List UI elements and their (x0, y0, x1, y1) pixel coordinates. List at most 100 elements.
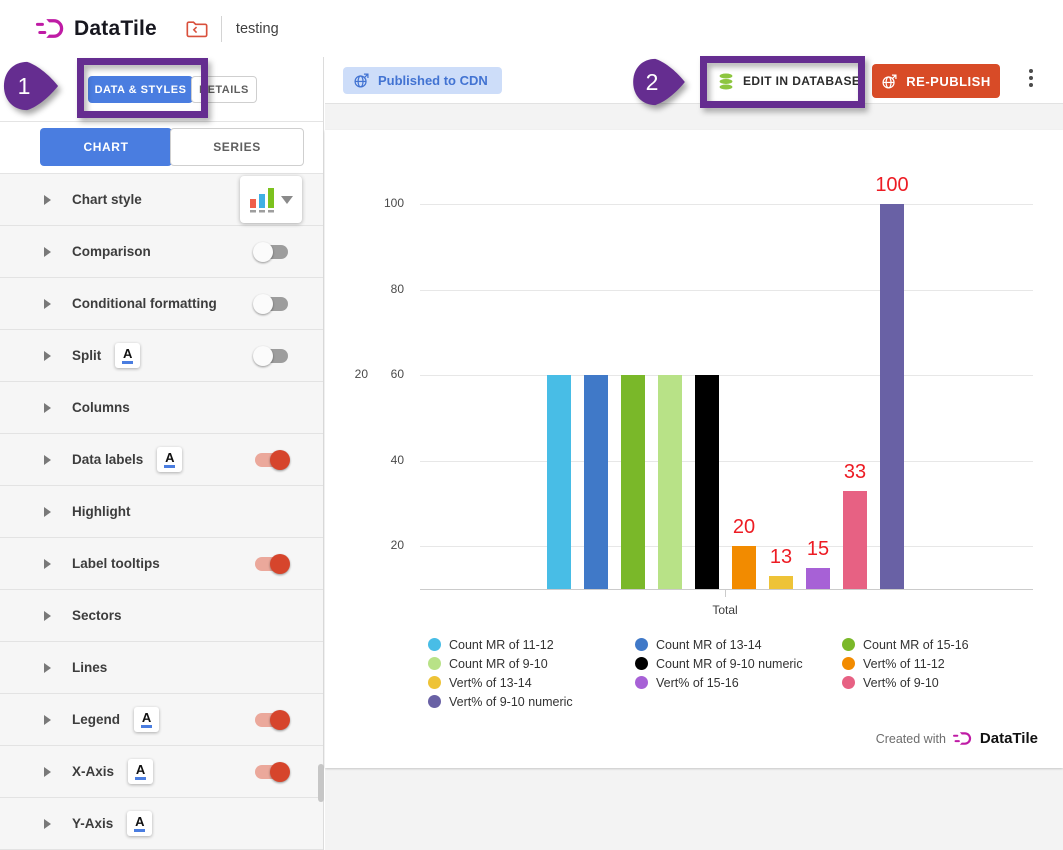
sidebar-scrollbar[interactable] (318, 764, 324, 802)
tab-data-and-styles[interactable]: DATA & STYLES (88, 76, 193, 103)
legend-item-count-mr-of-9-10: Count MR of 9-10 (428, 654, 635, 673)
legend-swatch (842, 676, 855, 689)
y-axis-tick-label: 60 (390, 367, 404, 381)
chevron-right-icon[interactable] (44, 714, 51, 725)
bar-count-mr-of-9-10[interactable] (658, 375, 682, 589)
chart-legend: Count MR of 11-12 Count MR of 13-14 Count … (428, 635, 1063, 711)
sidebar-item-label: Conditional formatting (72, 296, 217, 311)
created-with-label: Created with (875, 731, 946, 746)
published-to-cdn-badge: Published to CDN (343, 67, 502, 94)
toggle-comparison-off[interactable] (253, 241, 290, 262)
folder-back-icon[interactable] (185, 19, 209, 39)
sidebar-item-lines[interactable]: Lines (0, 642, 323, 694)
subtab-chart[interactable]: CHART (40, 128, 172, 166)
bar-vert-of-11-12[interactable] (732, 546, 756, 589)
kebab-menu-icon[interactable] (1023, 69, 1039, 93)
legend-swatch (842, 657, 855, 670)
triangle-down-icon (280, 195, 293, 204)
sidebar-item-label: Lines (72, 660, 108, 675)
tab-details[interactable]: DETAILS (191, 76, 257, 103)
sidebar-item-label-tooltips[interactable]: Label tooltips (0, 538, 323, 590)
legend-label: Count MR of 13-14 (656, 637, 762, 652)
chevron-right-icon[interactable] (44, 350, 51, 361)
annotation-number-2: 2 (645, 68, 659, 95)
chevron-right-icon[interactable] (44, 454, 51, 465)
legend-item-count-mr-of-15-16: Count MR of 15-16 (842, 635, 1049, 654)
legend-swatch (428, 695, 441, 708)
chart-style-picker[interactable] (240, 176, 302, 223)
sidebar-item-highlight[interactable]: Highlight (0, 486, 323, 538)
bar-count-mr-of-15-16[interactable] (621, 375, 645, 589)
breadcrumb[interactable]: testing (235, 20, 279, 37)
sidebar-item-label: Columns (72, 400, 130, 415)
chevron-right-icon[interactable] (44, 766, 51, 777)
chevron-right-icon[interactable] (44, 558, 51, 569)
sidebar-item-legend[interactable]: Legend A (0, 694, 323, 746)
app-header: DataTile testing (0, 0, 1063, 57)
secondary-y-axis-tick-label: 20 (354, 367, 368, 381)
toggle-x-axis-on[interactable] (253, 761, 290, 782)
gridline (420, 461, 1033, 462)
sidebar-item-columns[interactable]: Columns (0, 382, 323, 434)
legend-swatch (428, 676, 441, 689)
edit-in-database-button[interactable]: EDIT IN DATABASE (718, 68, 861, 94)
chevron-right-icon[interactable] (44, 506, 51, 517)
data-label-vert-of-9-10: 33 (843, 461, 867, 483)
format-text-icon[interactable]: A (157, 447, 183, 472)
toggle-split-off[interactable] (253, 345, 290, 366)
sidebar-item-data-labels[interactable]: Data labels A (0, 434, 323, 486)
chart-card: 20 40 60 80 100 20 Total 20 13 15 33 100 Count MR o… (325, 130, 1063, 768)
legend-item-vert-of-15-16: Vert% of 15-16 (635, 673, 842, 692)
sidebar-item-split[interactable]: Split A (0, 330, 323, 382)
chevron-right-icon[interactable] (44, 610, 51, 621)
subtab-series[interactable]: SERIES (170, 128, 304, 166)
toggle-legend-on[interactable] (253, 709, 290, 730)
bar-chart-style-icon (249, 188, 274, 213)
bar-vert-of-9-10[interactable] (843, 491, 867, 589)
sidebar-item-label: Chart style (72, 192, 142, 207)
brand-logo[interactable]: DataTile (35, 17, 157, 41)
gridline (420, 546, 1033, 547)
format-text-icon[interactable]: A (128, 759, 154, 784)
toggle-label-tooltips-on[interactable] (253, 553, 290, 574)
gridline (420, 375, 1033, 376)
gridline (420, 290, 1033, 291)
chevron-right-icon[interactable] (44, 298, 51, 309)
legend-item-vert-of-9-10: Vert% of 9-10 (842, 673, 1049, 692)
legend-label: Vert% of 9-10 (863, 675, 939, 690)
bar-count-mr-of-13-14[interactable] (584, 375, 608, 589)
chevron-right-icon[interactable] (44, 194, 51, 205)
bar-vert-of-15-16[interactable] (806, 568, 830, 589)
bar-count-mr-of-9-10-numeric[interactable] (695, 375, 719, 589)
sidebar-item-conditional-formatting[interactable]: Conditional formatting (0, 278, 323, 330)
toggle-conditional-formatting-off[interactable] (253, 293, 290, 314)
sidebar-item-label: Label tooltips (72, 556, 160, 571)
sidebar-item-sectors[interactable]: Sectors (0, 590, 323, 642)
datatile-logo-icon (952, 732, 972, 745)
legend-label: Count MR of 9-10 numeric (656, 656, 803, 671)
sidebar-item-comparison[interactable]: Comparison (0, 226, 323, 278)
bar-vert-of-9-10-numeric[interactable] (880, 204, 904, 589)
bar-count-mr-of-11-12[interactable] (547, 375, 571, 589)
annotation-number-1: 1 (17, 72, 31, 99)
sidebar-item-y-axis[interactable]: Y-Axis A (0, 798, 323, 850)
legend-label: Vert% of 11-12 (863, 656, 945, 671)
sidebar-item-chart-style[interactable]: Chart style (0, 174, 323, 226)
sidebar-item-x-axis[interactable]: X-Axis A (0, 746, 323, 798)
legend-label: Vert% of 9-10 numeric (449, 694, 573, 709)
legend-label: Vert% of 13-14 (449, 675, 532, 690)
format-text-icon[interactable]: A (134, 707, 160, 732)
chevron-right-icon[interactable] (44, 246, 51, 257)
format-text-icon[interactable]: A (115, 343, 141, 368)
chevron-right-icon[interactable] (44, 662, 51, 673)
main-area: Published to CDN EDIT IN DATABASE RE-PUB… (325, 57, 1063, 850)
chevron-right-icon[interactable] (44, 402, 51, 413)
sidebar-tabs: DATA & STYLES DETAILS (88, 76, 257, 103)
brand-name: DataTile (74, 16, 157, 40)
format-text-icon[interactable]: A (127, 811, 153, 836)
re-publish-button[interactable]: RE-PUBLISH (872, 64, 1000, 98)
sidebar-item-label: Data labels (72, 452, 144, 467)
bar-vert-of-13-14[interactable] (769, 576, 793, 589)
toggle-data-labels-on[interactable] (253, 449, 290, 470)
chevron-right-icon[interactable] (44, 818, 51, 829)
